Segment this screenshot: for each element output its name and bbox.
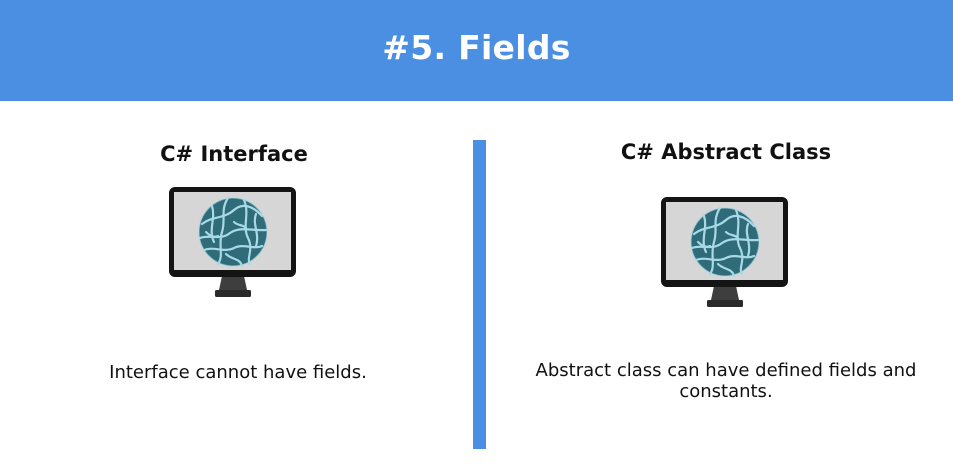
- abstract-class-description: Abstract class can have defined fields a…: [535, 360, 917, 402]
- monitor-globe-icon: [661, 197, 788, 307]
- page-title: #5. Fields: [382, 28, 571, 67]
- header-banner: #5. Fields: [0, 0, 953, 101]
- column-divider: [473, 140, 486, 449]
- monitor-stand: [215, 276, 251, 297]
- interface-description: Interface cannot have fields.: [109, 362, 367, 383]
- monitor-globe-icon: [169, 187, 296, 297]
- abstract-class-column-title: C# Abstract Class: [620, 140, 832, 164]
- globe-icon: [198, 196, 268, 268]
- monitor-stand: [707, 286, 743, 307]
- globe-icon: [690, 206, 760, 278]
- interface-column-title: C# Interface: [160, 142, 308, 166]
